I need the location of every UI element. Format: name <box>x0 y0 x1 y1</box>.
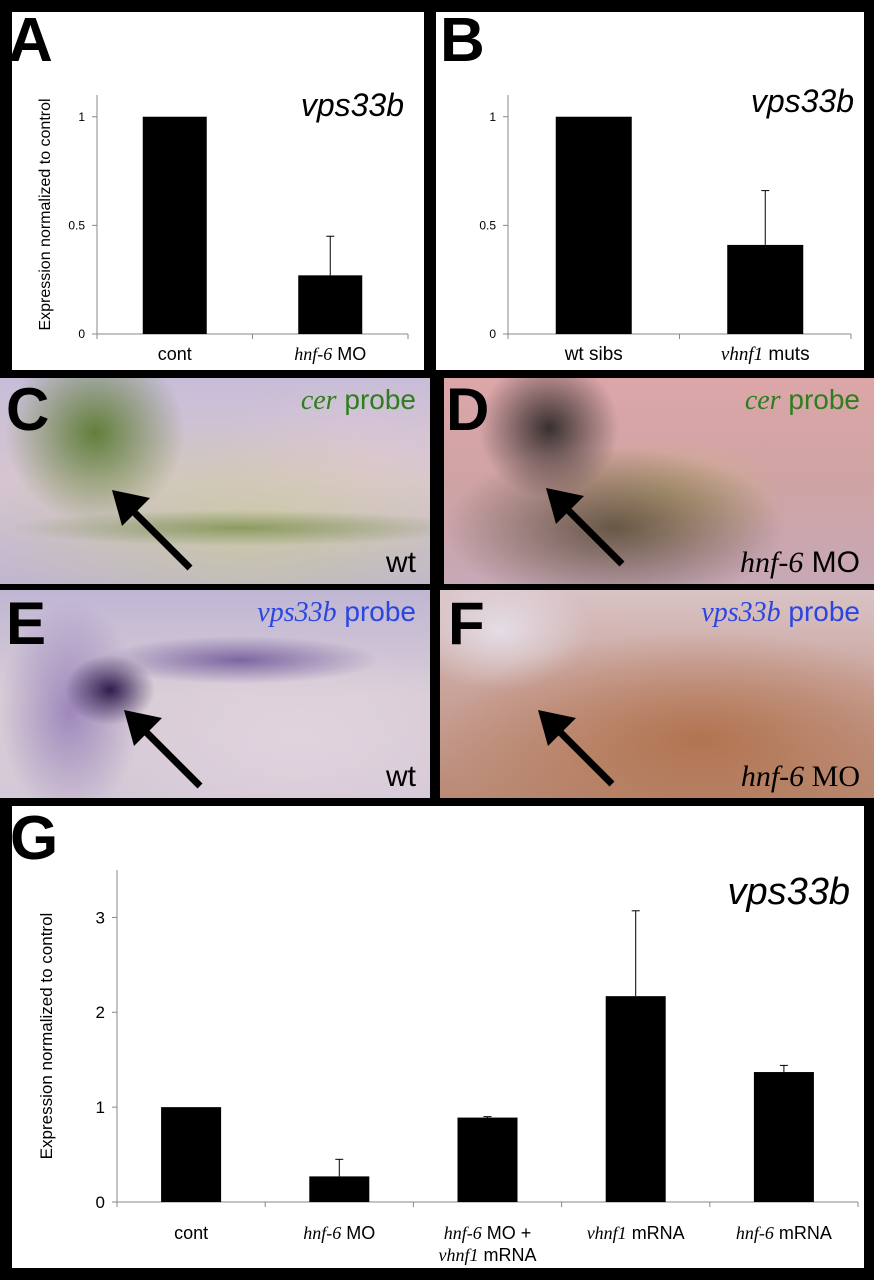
x-tick-label: wt sibs <box>564 344 623 365</box>
chart-title: vps33b <box>751 83 854 119</box>
y-tick-label: 0.5 <box>479 219 496 233</box>
y-tick-label: 0 <box>96 1193 105 1212</box>
panel-g: G 0 1 2 3 vps33b Expression normalized to con… <box>12 806 864 1268</box>
panel-label: C <box>6 378 50 443</box>
x-tick-label: vhnf1 mRNA <box>439 1245 537 1265</box>
arrow-icon <box>112 490 193 571</box>
chart-a: 0 0.5 1 vps33b Expression normalized to cont… <box>37 87 409 364</box>
probe-label: cer probe <box>301 386 416 415</box>
photo-panel-c: C cer probe wt <box>0 378 430 584</box>
photo-panel-e: E vps33b probe wt <box>0 590 430 798</box>
probe-gene: vps33b <box>701 597 781 628</box>
photo-panel-d: D cer probe hnf-6 MO <box>444 378 874 584</box>
x-tick-label: vhnf1 muts <box>721 344 810 365</box>
probe-gene: cer <box>300 385 337 416</box>
x-tick-label: cont <box>174 1223 208 1243</box>
condition-label: wt <box>386 546 416 579</box>
panel-label: A <box>12 12 53 75</box>
probe-label: vps33b probe <box>257 598 416 627</box>
bar <box>555 116 632 335</box>
chart-g: 0 1 2 3 vps33b Expression normalized to contr… <box>37 870 859 1265</box>
y-axis-label: Expression normalized to control <box>37 98 54 330</box>
probe-word: probe <box>788 596 860 627</box>
panel-label: E <box>6 590 47 657</box>
probe-label: cer probe <box>745 386 860 415</box>
probe-word: probe <box>344 596 416 627</box>
condition-label: hnf-6 MO <box>740 760 860 793</box>
y-tick-label: 1 <box>489 110 496 124</box>
arrow-icon <box>546 488 625 567</box>
panel-a: A 0 0.5 1 vps33b Expression normalized to co… <box>12 12 424 370</box>
bar <box>161 1107 222 1202</box>
photo-panel-f: F vps33b probe hnf-6 MO <box>440 590 874 798</box>
x-tick-label: hnf-6 mRNA <box>736 1223 832 1243</box>
condition-label: hnf-6 MO <box>740 546 860 579</box>
bar <box>727 244 804 334</box>
arrow-icon <box>538 710 615 787</box>
bar <box>142 116 207 335</box>
chart-b: 0 0.5 1 vps33b wt sibs vhnf1 muts <box>479 83 854 365</box>
x-tick-label: hnf-6 MO + <box>444 1223 532 1243</box>
y-tick-label: 2 <box>96 1003 105 1022</box>
y-tick-label: 0.5 <box>68 219 85 233</box>
chart-title: vps33b <box>301 87 404 123</box>
y-tick-label: 1 <box>78 110 85 124</box>
panel-label: F <box>448 590 485 657</box>
y-axis-label: Expression normalized to control <box>37 913 56 1160</box>
y-tick-label: 0 <box>489 327 496 341</box>
panel-b: B 0 0.5 1 vps33b wt sibs vhnf1 muts <box>436 12 864 370</box>
x-tick-label: hnf-6 MO <box>294 344 366 364</box>
chart-title: vps33b <box>727 871 850 913</box>
panel-label: B <box>440 12 485 75</box>
probe-word: probe <box>344 384 416 415</box>
x-tick-label: hnf-6 MO <box>303 1223 375 1243</box>
y-tick-label: 1 <box>96 1098 105 1117</box>
y-tick-label: 0 <box>78 327 85 341</box>
x-tick-label: vhnf1 mRNA <box>587 1223 685 1243</box>
arrow-icon <box>124 710 203 789</box>
panel-label: D <box>446 378 490 443</box>
condition-label: wt <box>386 760 416 793</box>
bar <box>457 1117 518 1202</box>
probe-label: vps33b probe <box>701 598 860 627</box>
bar <box>309 1176 370 1202</box>
probe-word: probe <box>788 384 860 415</box>
probe-gene: vps33b <box>257 597 337 628</box>
bar <box>605 996 666 1202</box>
probe-gene: cer <box>744 385 781 416</box>
y-tick-label: 3 <box>96 908 105 927</box>
bar <box>298 275 363 334</box>
panel-label: G <box>12 806 59 873</box>
x-tick-label: cont <box>158 344 192 364</box>
bar <box>753 1072 814 1202</box>
